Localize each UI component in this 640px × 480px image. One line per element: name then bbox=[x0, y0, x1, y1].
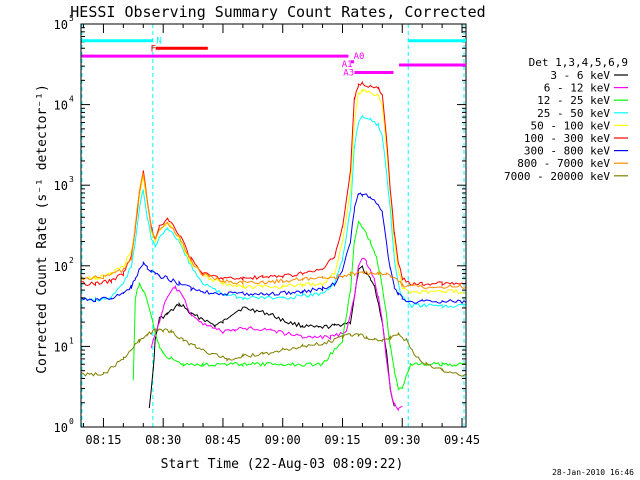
x-tick-label: 09:15 bbox=[324, 433, 360, 447]
x-tick-label: 09:45 bbox=[444, 433, 480, 447]
status-bar-label: A1 bbox=[342, 60, 353, 70]
y-tick-exponent: 0 bbox=[69, 417, 74, 426]
plot-area bbox=[81, 24, 466, 427]
series-line bbox=[81, 328, 466, 377]
timestamp: 28-Jan-2010 16:46 bbox=[552, 468, 634, 477]
x-tick-label: 08:30 bbox=[145, 433, 181, 447]
x-tick-label: 08:15 bbox=[85, 433, 121, 447]
y-tick-label: 10 bbox=[54, 340, 68, 354]
legend-label: 7000 - 20000 keV bbox=[504, 170, 610, 183]
legend-label: 3 - 6 keV bbox=[550, 69, 610, 82]
y-tick-exponent: 5 bbox=[69, 14, 74, 23]
series-line bbox=[132, 219, 466, 391]
y-tick-exponent: 2 bbox=[69, 256, 74, 265]
status-bar-label: N bbox=[156, 37, 161, 47]
y-tick-exponent: 4 bbox=[69, 95, 74, 104]
series-line bbox=[81, 88, 466, 295]
legend-label: 12 - 25 keV bbox=[537, 94, 610, 107]
series-line bbox=[150, 257, 403, 412]
y-tick-exponent: 1 bbox=[69, 336, 74, 345]
legend-label: 6 - 12 keV bbox=[544, 82, 611, 95]
series-line bbox=[148, 265, 395, 409]
legend-label: 25 - 50 keV bbox=[537, 107, 610, 120]
x-axis-label: Start Time (22-Aug-03 08:09:22) bbox=[161, 457, 404, 472]
y-tick-label: 10 bbox=[54, 99, 68, 113]
series-line bbox=[81, 80, 466, 287]
status-bar-label: A0 bbox=[354, 52, 365, 62]
y-tick-label: 10 bbox=[54, 179, 68, 193]
y-tick-label: 10 bbox=[54, 260, 68, 274]
series-line bbox=[81, 114, 466, 309]
legend-label: 800 - 7000 keV bbox=[517, 157, 610, 170]
chart-title: HESSI Observing Summary Count Rates, Cor… bbox=[70, 3, 485, 21]
legend-title: Det 1,3,4,5,6,9 bbox=[529, 56, 628, 69]
plot-frame bbox=[80, 23, 467, 428]
status-bar-label: F bbox=[150, 44, 155, 54]
x-tick-label: 08:45 bbox=[205, 433, 241, 447]
legend-label: 300 - 800 keV bbox=[524, 145, 610, 158]
marker-point bbox=[350, 60, 354, 64]
series-line bbox=[81, 172, 466, 289]
status-bar-label: A3 bbox=[343, 69, 354, 79]
legend-label: 100 - 300 keV bbox=[524, 132, 610, 145]
y-tick-exponent: 3 bbox=[69, 175, 74, 184]
x-tick-label: 09:30 bbox=[384, 433, 420, 447]
y-tick-label: 10 bbox=[54, 18, 68, 32]
series-line bbox=[81, 192, 466, 305]
y-tick-label: 10 bbox=[54, 421, 68, 435]
legend-label: 50 - 100 keV bbox=[531, 119, 611, 132]
y-axis-label: Corrected Count Rate (s⁻¹ detector⁻¹) bbox=[35, 84, 50, 374]
x-tick-label: 09:00 bbox=[265, 433, 301, 447]
